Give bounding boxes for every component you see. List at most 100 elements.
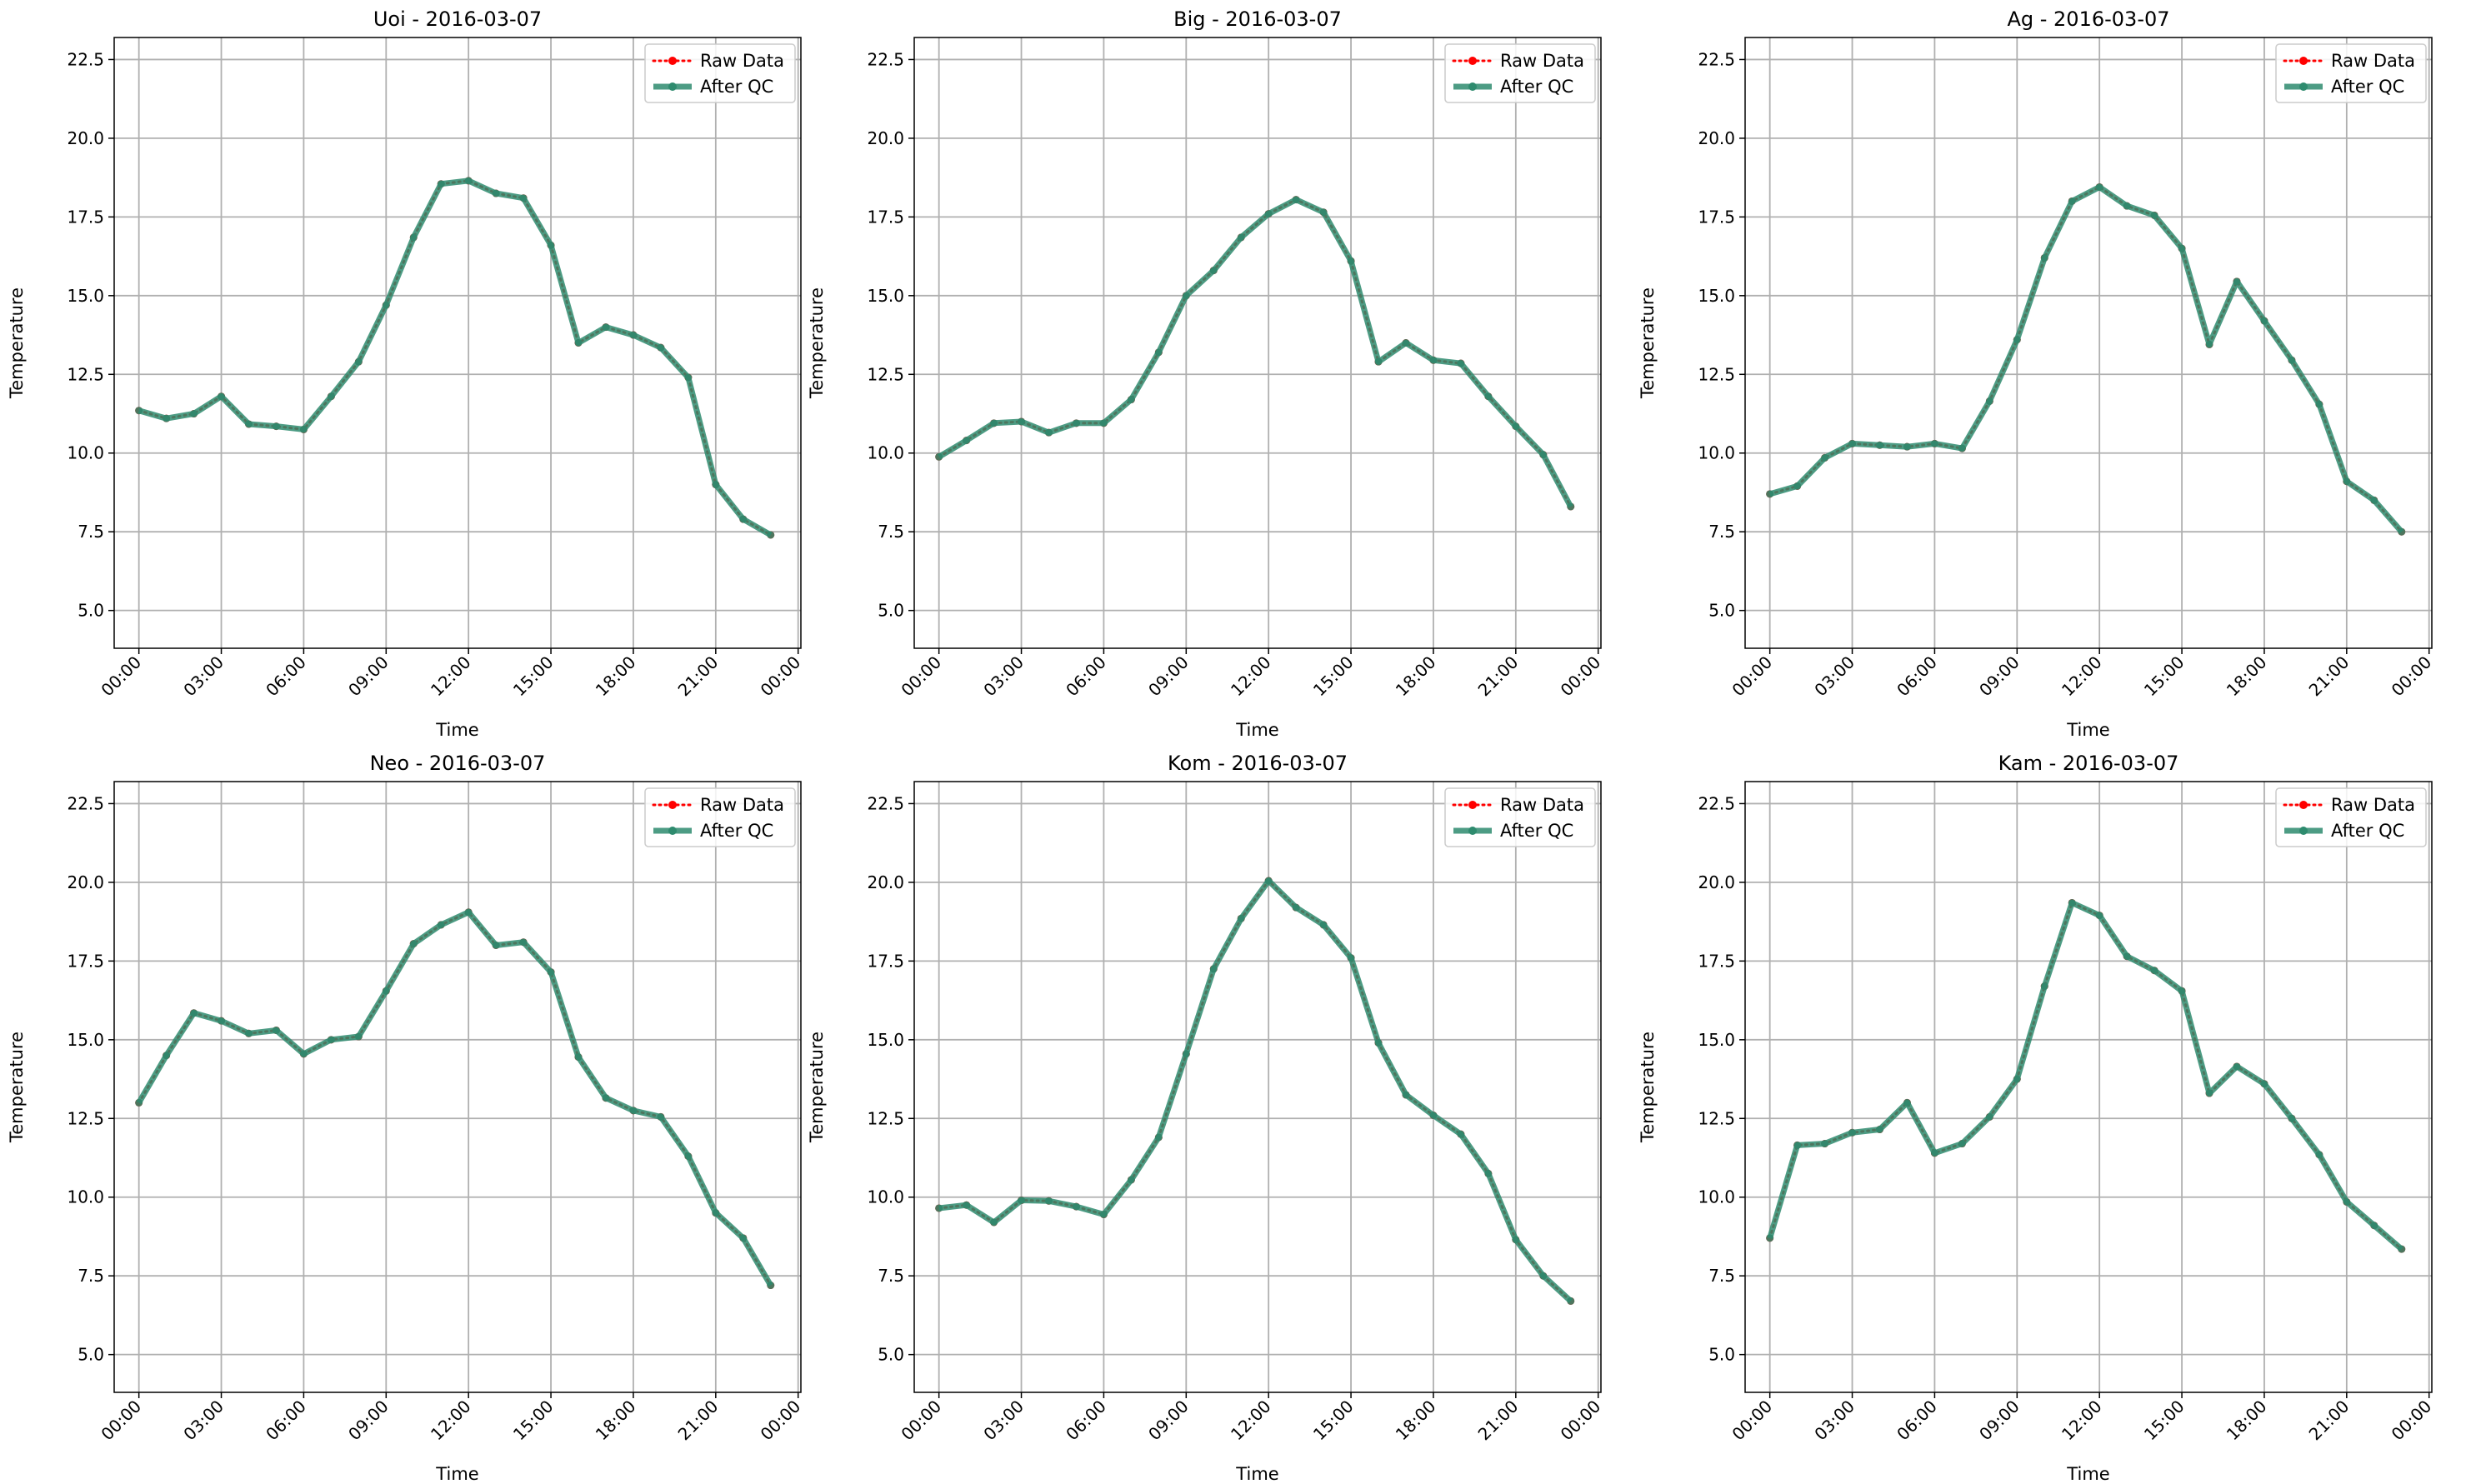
y-tick-label: 17.5 [67,951,104,971]
x-tick-label: 06:00 [262,1397,310,1445]
raw-data-line [1768,185,2403,533]
chart-panel: 00:00 03:00 06:00 09:00 12:00 15:00 18:00 21:00… [1638,752,2435,1484]
legend-raw-marker [1468,801,1477,809]
legend-qc-label: After QC [2331,77,2404,97]
after-qc-point [1154,1133,1163,1142]
x-tick-label: 15:00 [509,1397,558,1445]
legend-qc-marker [1468,82,1477,91]
after-qc-point [1154,348,1163,357]
x-tick-label: 12:00 [1227,1397,1275,1445]
y-tick-label: 17.5 [867,951,904,971]
x-tick-label: 09:00 [1144,1397,1193,1445]
after-qc-point [1793,482,1802,490]
after-qc-point [629,331,638,339]
after-qc-point [1099,419,1108,427]
x-axis-label: Time [435,720,478,740]
after-qc-line [1767,900,2403,1252]
after-qc-point [990,1218,998,1227]
after-qc-point [1793,1141,1802,1149]
y-axis-label: Temperature [807,1032,827,1143]
x-tick-label: 09:00 [344,1397,393,1445]
after-qc-point [1319,921,1328,929]
after-qc-point [2205,340,2213,348]
y-tick-label: 7.5 [1708,522,1735,542]
y-tick-label: 20.0 [1698,128,1735,148]
x-tick-label: 21:00 [674,652,723,701]
legend: Raw Data After QC [1444,787,1596,847]
after-qc-line [938,877,1573,1303]
after-qc-line [1768,184,2404,534]
raw-data-line [938,197,1573,508]
series-after-qc [135,908,775,1290]
after-qc-point [712,481,720,489]
after-qc-point [1045,1197,1053,1205]
after-qc-point [1347,954,1355,962]
y-tick-label: 15.0 [67,286,104,306]
legend-raw-label: Raw Data [2331,51,2415,71]
y-tick-label: 7.5 [878,522,904,542]
x-axis-label: Time [2066,720,2109,740]
after-qc-point [1264,210,1273,218]
after-qc-point [1821,1140,1829,1148]
after-qc-point [1347,257,1355,265]
chart-title: Neo - 2016-03-07 [370,752,546,775]
after-qc-point [1876,1126,1884,1134]
plot-frame [1744,37,2433,649]
after-qc-point [1264,877,1273,885]
y-tick-label: 20.0 [867,128,904,148]
after-qc-point [163,1052,171,1060]
after-qc-point [1876,441,1884,449]
after-qc-point [163,414,171,422]
after-qc-point [2343,477,2351,486]
after-qc-point [437,921,445,929]
after-qc-point [245,420,253,428]
after-qc-line [937,197,1573,508]
x-tick-label: 06:00 [1062,1397,1110,1445]
y-tick-label: 22.5 [67,793,104,813]
x-tick-label: 00:00 [757,1397,805,1445]
x-tick-label: 18:00 [592,652,640,701]
y-tick-label: 20.0 [1698,872,1735,892]
x-tick-label: 06:00 [1062,652,1110,701]
after-qc-point [354,357,363,366]
chart-title: Big - 2016-03-07 [1173,7,1342,31]
after-qc-point [1402,1091,1410,1099]
x-tick-label: 06:00 [1893,1397,1941,1445]
y-tick-label: 7.5 [78,522,104,542]
after-qc-point [464,177,473,185]
x-tick-label: 18:00 [1392,1397,1440,1445]
y-tick-label: 17.5 [867,207,904,227]
after-qc-point [1127,1176,1135,1184]
legend-raw-label: Raw Data [700,795,784,815]
series-raw-data [935,877,1575,1305]
after-qc-point [1018,1197,1026,1205]
after-qc-point [1237,914,1245,922]
after-qc-point [1457,359,1465,367]
x-tick-label: 18:00 [2223,1397,2271,1445]
x-axis-label: Time [1235,1464,1278,1484]
x-tick-label: 06:00 [262,652,310,701]
legend-raw-label: Raw Data [1500,795,1584,815]
after-qc-point [190,1009,198,1017]
legend-qc-marker [2299,827,2308,835]
x-tick-label: 12:00 [427,652,475,701]
after-qc-point [1072,419,1080,427]
y-tick-label: 20.0 [67,872,104,892]
after-qc-point [2150,967,2158,975]
after-qc-point [935,452,943,461]
legend: Raw Data After QC [644,43,796,103]
after-qc-point [1045,428,1053,437]
after-qc-point [1512,422,1520,431]
after-qc-point [1567,1297,1575,1305]
chart-title: Kom - 2016-03-07 [1168,752,1348,775]
after-qc-point [1374,357,1383,366]
legend: Raw Data After QC [2275,43,2427,103]
after-qc-point [382,987,390,995]
after-qc-point [2178,244,2186,252]
x-axis-label: Time [1235,720,1278,740]
after-qc-point [767,1282,775,1290]
y-tick-label: 5.0 [78,601,104,621]
y-tick-label: 17.5 [67,207,104,227]
plot-frame [913,37,1602,649]
chart-panel: 00:00 03:00 06:00 09:00 12:00 15:00 18:00 21:00… [807,752,1604,1484]
